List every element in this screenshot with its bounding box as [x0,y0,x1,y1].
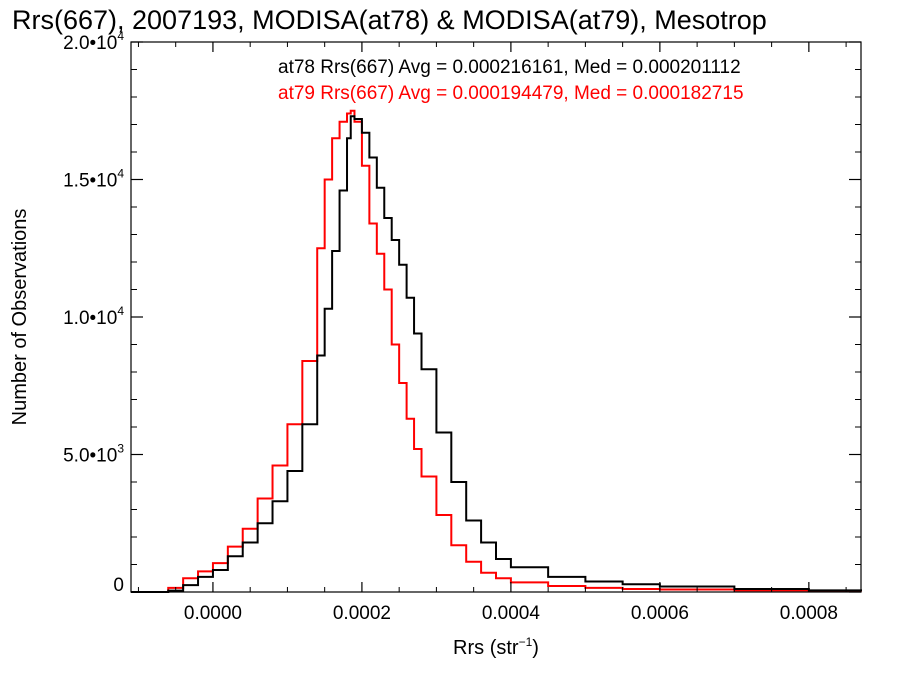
plot-series [131,109,862,593]
y-tick-label: 5.0•103 [63,442,124,467]
x-axis: 0.0000 0.0002 0.0004 0.0006 0.0008 [137,42,847,624]
series-line-at79 [131,109,862,593]
y-tick-label: 1.5•104 [63,167,124,192]
y-axis-label: Number of Observations [9,209,31,426]
legend-entry-at79: at79 Rrs(667) Avg = 0.000194479, Med = 0… [278,83,744,104]
x-tick-label: 0.0004 [482,603,541,624]
legend: at78 Rrs(667) Avg = 0.000216161, Med = 0… [278,57,744,104]
y-tick-label: 1.0•104 [63,304,124,329]
y-tick-label: 0 [113,575,124,596]
x-axis-label: Rrs (str−1) [453,635,539,659]
y-tick-label: 2.0•104 [63,29,124,54]
x-tick-label: 0.0000 [184,603,242,624]
chart-title: Rrs(667), 2007193, MODISA(at78) & MODISA… [12,5,767,35]
x-tick-label: 0.0006 [631,603,689,624]
legend-entry-at78: at78 Rrs(667) Avg = 0.000216161, Med = 0… [278,57,741,78]
series-line-at78 [131,115,862,593]
x-tick-label: 0.0002 [333,603,391,624]
y-axis: 0 5.0•103 1.0•104 1.5•104 2.0•104 [63,29,861,596]
x-tick-label: 0.0008 [780,603,838,624]
plot-frame [130,41,862,593]
